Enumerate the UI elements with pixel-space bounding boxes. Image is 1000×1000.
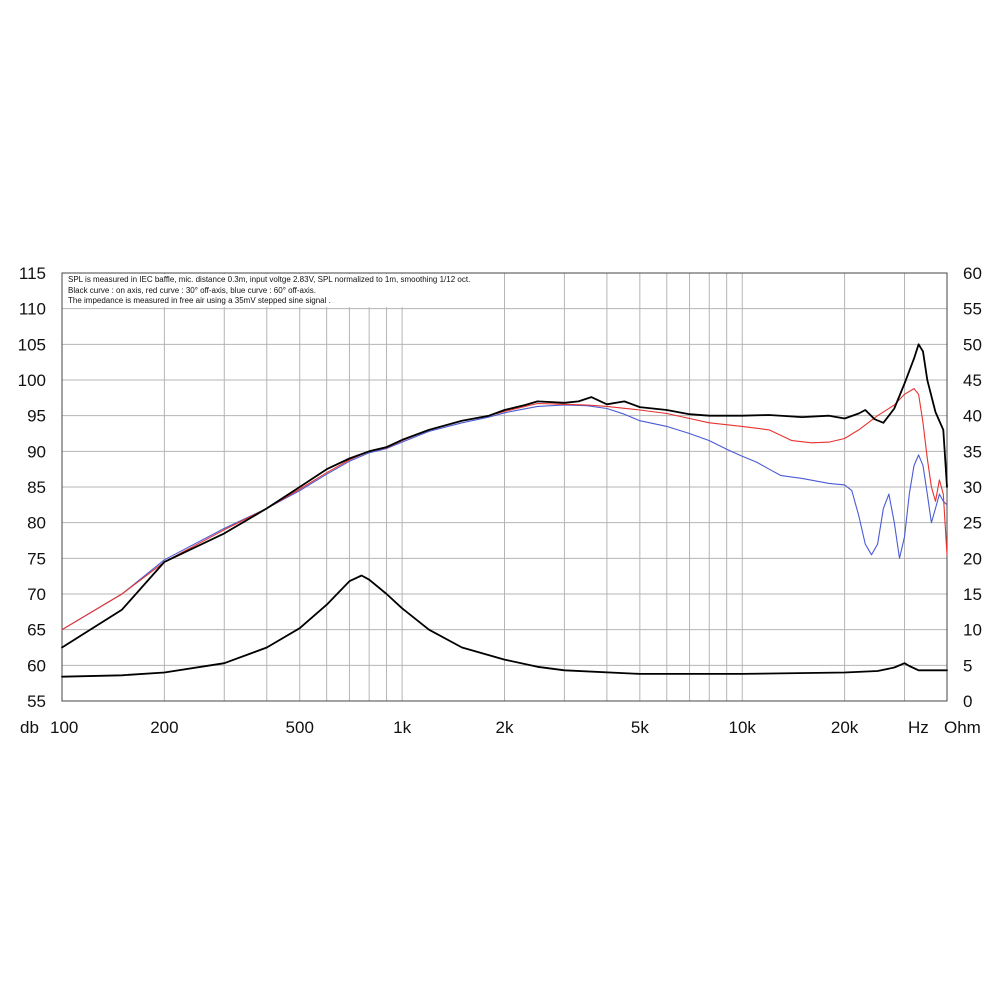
impedance-curve (61, 574, 948, 678)
left-tick-label: 115 (19, 264, 46, 283)
left-unit-label: db (20, 718, 39, 737)
x-tick-label: 500 (286, 718, 314, 737)
x-tick-label: 100 (50, 718, 78, 737)
left-tick-label: 105 (18, 335, 46, 354)
left-tick-label: 110 (19, 300, 46, 319)
right-tick-label: 35 (963, 442, 982, 461)
left-tick-label: 85 (27, 478, 46, 497)
right-tick-label: 45 (963, 371, 982, 390)
left-axis-tick-labels: 55 60 65 70 75 80 85 90 95 100 105 110 115 (18, 264, 46, 711)
series-layer (61, 343, 948, 678)
left-tick-label: 80 (27, 514, 46, 533)
right-axis-tick-labels: 0 5 10 15 20 25 30 35 40 45 50 55 60 (963, 264, 982, 711)
right-tick-label: 20 (963, 549, 982, 568)
left-tick-label: 100 (18, 371, 46, 390)
right-tick-label: 15 (963, 585, 982, 604)
left-tick-label: 65 (27, 621, 46, 640)
grid-layer (62, 273, 947, 701)
x-tick-label: 20k (831, 718, 859, 737)
right-tick-label: 55 (963, 300, 982, 319)
x-tick-label: 5k (631, 718, 649, 737)
right-tick-label: 25 (963, 514, 982, 533)
right-tick-label: 50 (963, 335, 982, 354)
annotation-line-1: SPL is measured in IEC baffle, mic. dist… (68, 275, 470, 284)
left-tick-label: 90 (27, 442, 46, 461)
right-tick-label: 60 (963, 264, 982, 283)
right-tick-label: 5 (963, 656, 972, 675)
x-tick-label: 1k (393, 718, 411, 737)
x-tick-label: 2k (496, 718, 514, 737)
x-unit-label: Hz (908, 718, 929, 737)
left-tick-label: 70 (27, 585, 46, 604)
right-unit-label: Ohm (944, 718, 981, 737)
right-tick-label: 30 (963, 478, 982, 497)
x-axis-tick-labels: 100 200 500 1k 2k 5k 10k 20k (50, 718, 859, 737)
right-tick-label: 40 (963, 407, 982, 426)
annotation-box (64, 274, 504, 307)
left-tick-label: 75 (27, 549, 46, 568)
left-tick-label: 60 (27, 656, 46, 675)
x-tick-label: 200 (150, 718, 178, 737)
left-tick-label: 95 (27, 407, 46, 426)
off-axis-60-spl-curve (61, 404, 948, 631)
right-tick-label: 10 (963, 621, 982, 640)
annotation-line-2: Black curve : on axis, red curve : 30° o… (68, 286, 316, 295)
on-axis-spl-curve (61, 343, 948, 649)
annotation-line-3: The impedance is measured in free air us… (68, 296, 331, 305)
x-tick-label: 10k (729, 718, 757, 737)
left-tick-label: 55 (27, 692, 46, 711)
right-tick-label: 0 (963, 692, 972, 711)
off-axis-30-spl-curve (61, 388, 948, 631)
